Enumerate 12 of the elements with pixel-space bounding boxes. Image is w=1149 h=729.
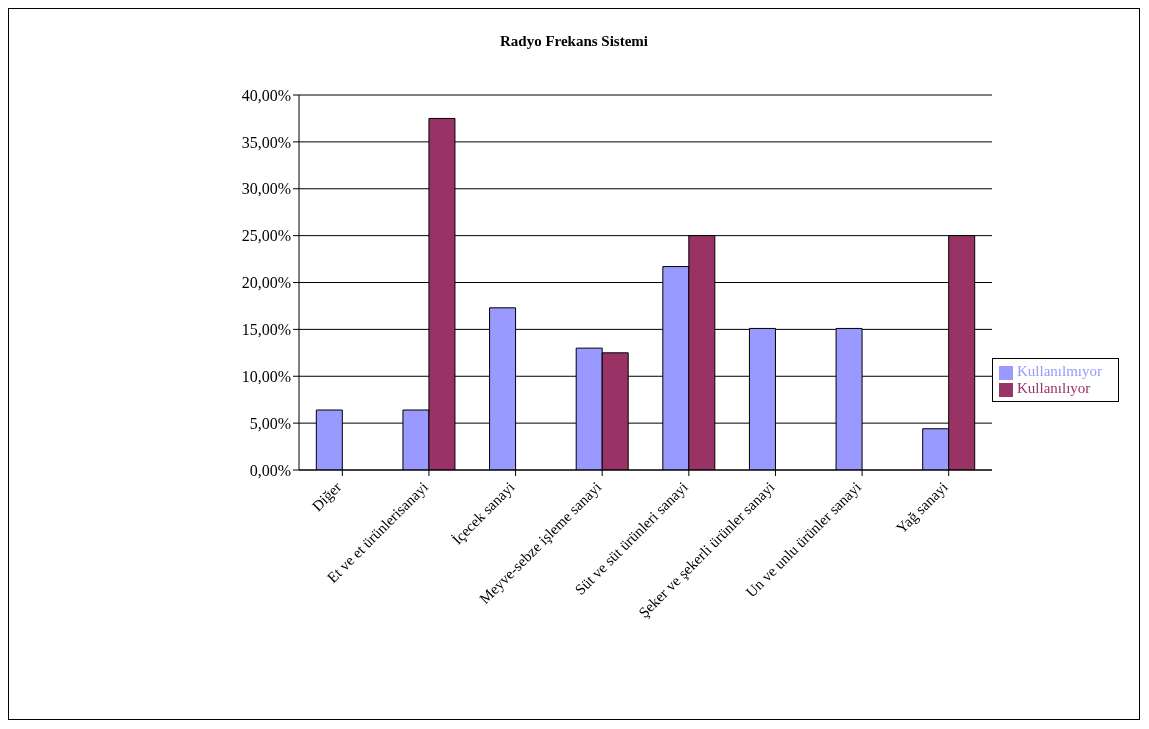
y-tick-label: 25,00% (241, 227, 291, 245)
y-tick-label: 30,00% (241, 180, 291, 198)
legend-label: Kullanılıyor (1017, 380, 1091, 396)
y-tick-label: 35,00% (241, 133, 291, 151)
y-tick-label: 10,00% (241, 367, 291, 385)
y-tick-label: 15,00% (241, 321, 291, 339)
chart-title: Radyo Frekans Sistemi (498, 33, 650, 50)
y-tick-label: 40,00% (241, 86, 291, 104)
y-tick-label: 20,00% (241, 274, 291, 292)
legend-label: Kullanılmıyor (1017, 363, 1102, 379)
y-tick-label: 5,00% (249, 414, 291, 432)
y-tick-label: 0,00% (249, 461, 291, 479)
